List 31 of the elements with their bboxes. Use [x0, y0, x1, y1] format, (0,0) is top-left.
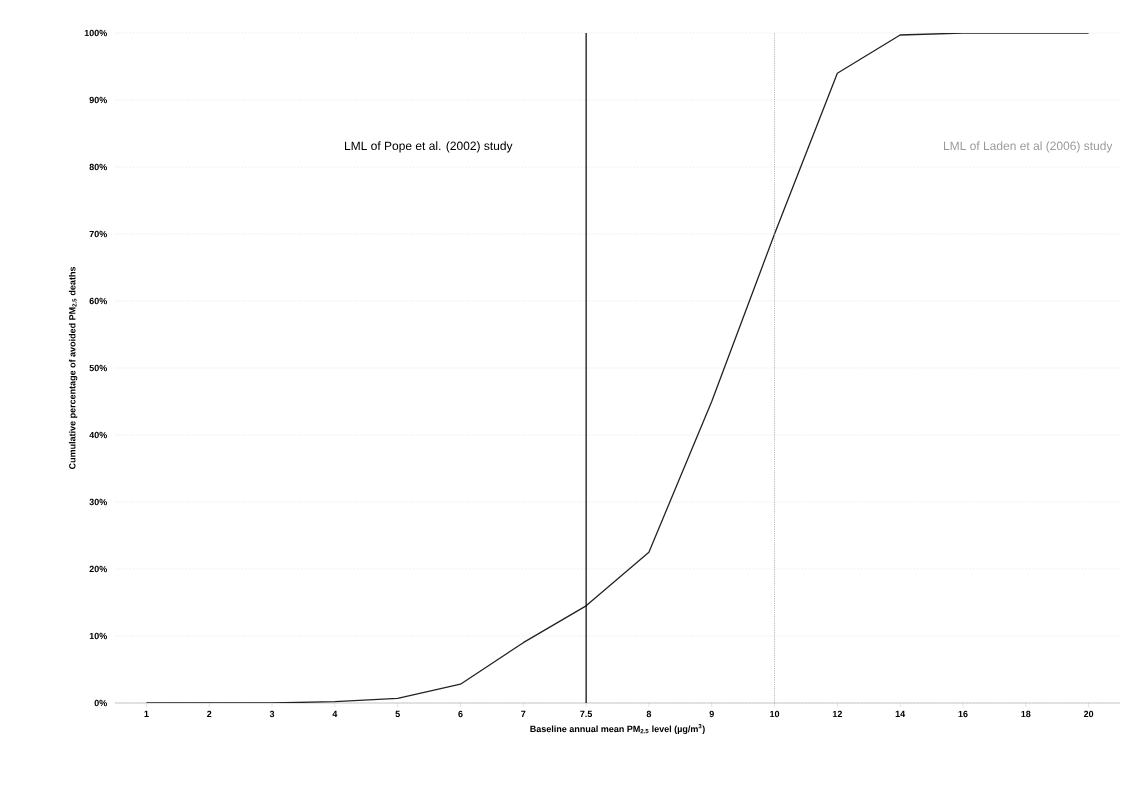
x-tick-label: 7.5: [580, 710, 593, 718]
x-tick-label: 1: [144, 710, 149, 717]
ref-line-label: LML of Laden et al (2006) study: [944, 141, 1113, 153]
x-tick-label: 2: [207, 710, 212, 718]
y-tick-label: 100%: [84, 29, 107, 37]
x-axis-title: Baseline annual mean PM$_{2.5}$ level (µg/m$^{3}$): [530, 724, 705, 734]
y-tick-label: 40%: [89, 431, 107, 439]
y-tick-label: 0%: [94, 699, 107, 707]
x-tick-label: 20: [1083, 710, 1094, 718]
x-tick-label: 10: [770, 710, 780, 718]
x-tick-label: 7: [521, 710, 526, 717]
y-tick-label: 50%: [89, 364, 107, 372]
x-tick-label: 8: [646, 710, 652, 718]
y-tick-label: 20%: [89, 565, 107, 573]
y-tick-label: 90%: [89, 96, 107, 104]
x-tick-label: 18: [1021, 710, 1031, 718]
ref-line-label: LML of Pope et al. (2002) study: [345, 141, 513, 153]
y-tick-label: 80%: [89, 163, 107, 171]
x-tick-label: 12: [832, 710, 842, 718]
y-tick-label: 10%: [89, 632, 107, 640]
x-tick-label: 16: [958, 710, 968, 718]
x-tick-label: 6: [458, 710, 463, 718]
x-tick-label: 4: [332, 710, 338, 717]
x-tick-label: 14: [895, 710, 906, 717]
y-tick-label: 30%: [89, 498, 107, 506]
y-axis-title: Cumulative percentage of avoided PM$_{2.5}$ deaths: [68, 266, 78, 470]
y-tick-label: 60%: [89, 297, 107, 305]
x-tick-label: 9: [709, 710, 714, 718]
y-tick-label: 70%: [89, 230, 107, 238]
x-tick-label: 3: [269, 710, 275, 718]
x-tick-label: 5: [395, 710, 400, 718]
